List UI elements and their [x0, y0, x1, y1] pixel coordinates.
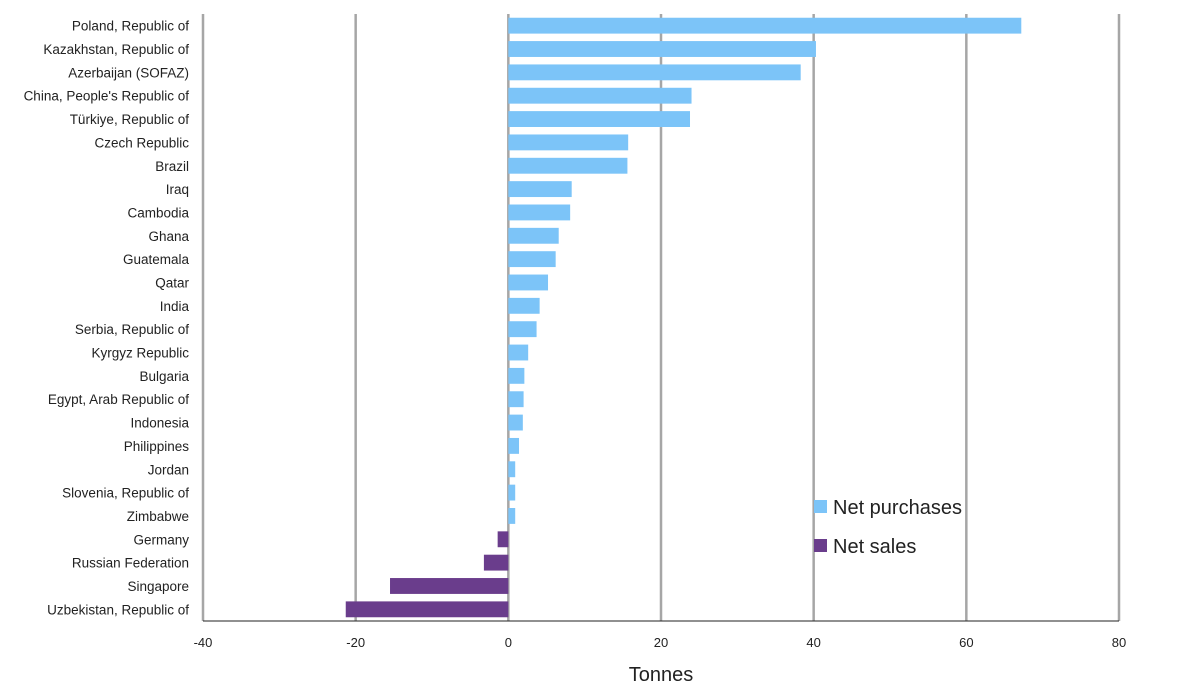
category-label: Bulgaria	[139, 369, 189, 384]
legend-swatch-net-purchases	[814, 500, 827, 513]
legend-label-net-purchases: Net purchases	[833, 497, 962, 519]
category-label: Jordan	[148, 462, 189, 477]
x-tick-label: 20	[654, 635, 668, 650]
x-tick-label: -20	[346, 635, 365, 650]
bar	[508, 321, 537, 338]
tick-labels: -40 -20 0 20 40 60 80	[194, 635, 1127, 650]
x-tick-label: -40	[194, 635, 213, 650]
bar	[508, 414, 523, 431]
bar	[483, 554, 509, 571]
category-label: Türkiye, Republic of	[70, 112, 190, 127]
x-axis-title: Tonnes	[629, 664, 694, 686]
bar	[508, 251, 556, 268]
category-label: Kazakhstan, Republic of	[43, 42, 189, 57]
bar	[508, 111, 691, 127]
bar	[508, 157, 628, 174]
bar	[508, 437, 520, 454]
bars	[345, 17, 1022, 618]
category-label: Guatemala	[123, 252, 190, 267]
bar	[508, 64, 801, 81]
bar	[508, 508, 516, 524]
category-label: Uzbekistan, Republic of	[47, 602, 189, 617]
category-label: Qatar	[155, 275, 189, 290]
gridlines	[201, 14, 1121, 621]
bar	[508, 181, 572, 198]
bar	[390, 578, 509, 594]
category-label: Serbia, Republic of	[75, 322, 189, 337]
legend: Net purchases Net sales	[814, 497, 962, 558]
category-label: Russian Federation	[72, 556, 189, 571]
category-label: India	[160, 299, 190, 314]
bar	[508, 227, 559, 244]
bar	[508, 17, 1022, 34]
x-tick-label: 60	[959, 635, 973, 650]
x-tick-label: 0	[505, 635, 512, 650]
bar	[508, 41, 816, 57]
legend-label-net-sales: Net sales	[833, 536, 916, 558]
bar	[508, 274, 549, 291]
category-label: Singapore	[127, 579, 189, 594]
category-label: Germany	[133, 532, 189, 547]
category-labels: Poland, Republic of Kazakhstan, Republic …	[24, 19, 190, 618]
category-label: Iraq	[166, 182, 189, 197]
bar	[508, 344, 529, 361]
legend-swatch-net-sales	[814, 539, 827, 552]
bar	[508, 87, 692, 104]
bar	[508, 297, 540, 314]
bar	[345, 601, 509, 618]
category-label: Indonesia	[130, 416, 189, 431]
x-tick-label: 80	[1112, 635, 1126, 650]
category-label: Azerbaijan (SOFAZ)	[68, 65, 189, 80]
category-label: Kyrgyz Republic	[91, 346, 189, 361]
category-label: Brazil	[155, 159, 189, 174]
category-label: Egypt, Arab Republic of	[48, 392, 189, 407]
category-label: Poland, Republic of	[72, 19, 189, 34]
category-label: Philippines	[124, 439, 190, 454]
bar	[508, 391, 524, 408]
category-label: Ghana	[148, 229, 189, 244]
bar	[508, 367, 525, 384]
bar	[508, 484, 516, 501]
category-label: China, People's Republic of	[24, 89, 190, 104]
bar	[508, 461, 516, 478]
bar	[508, 134, 629, 151]
category-label: Czech Republic	[94, 135, 189, 150]
category-label: Slovenia, Republic of	[62, 486, 189, 501]
bar	[497, 531, 509, 548]
category-label: Zimbabwe	[127, 509, 189, 524]
bar	[508, 204, 571, 221]
category-label: Cambodia	[127, 205, 189, 220]
x-tick-label: 40	[806, 635, 820, 650]
